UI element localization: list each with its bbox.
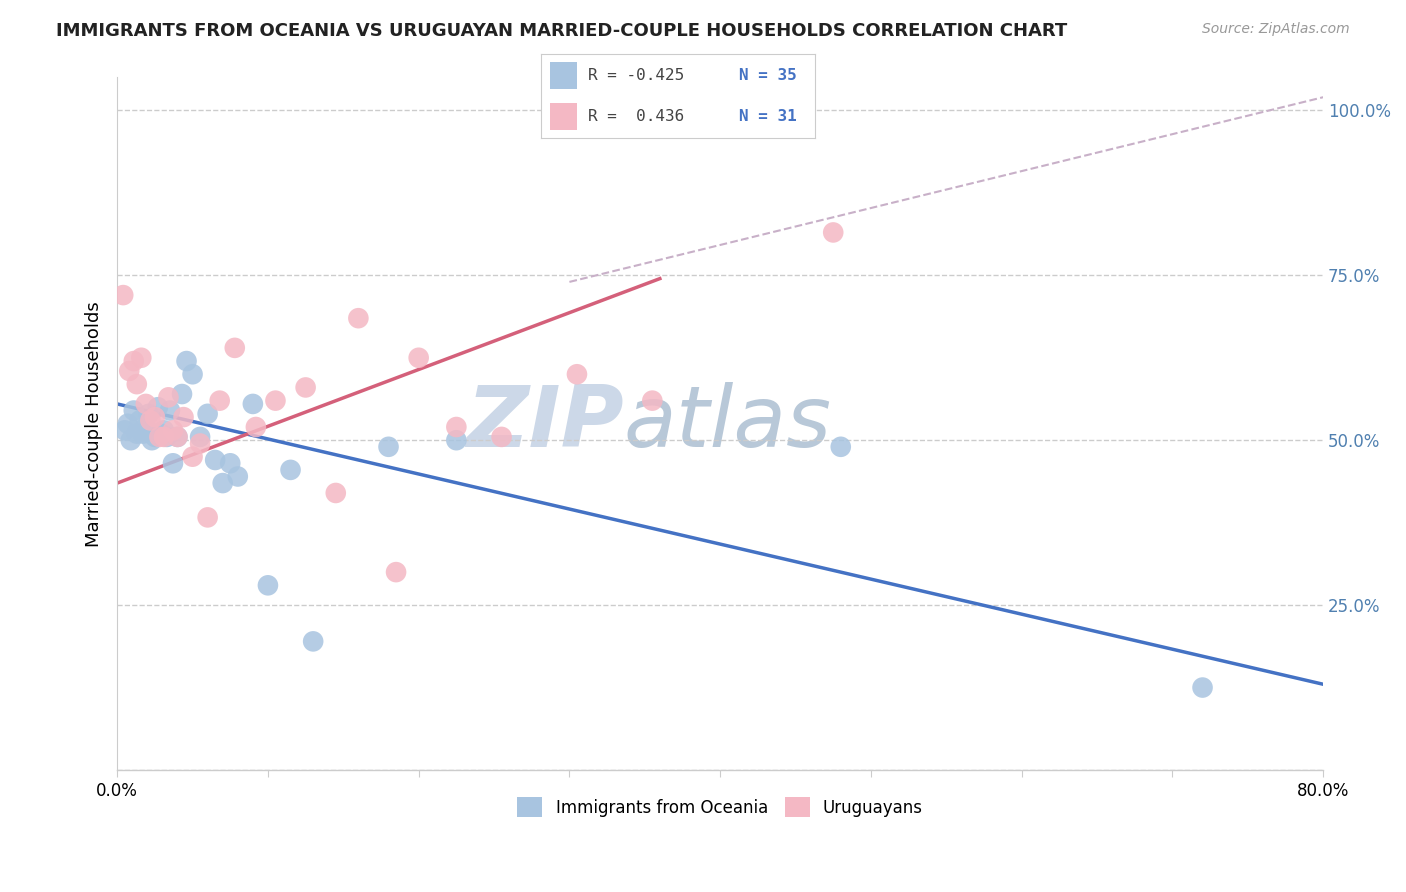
Point xyxy=(157,390,180,404)
Point xyxy=(125,426,148,441)
Point xyxy=(188,436,211,450)
Point xyxy=(112,288,135,302)
Text: Source: ZipAtlas.com: Source: ZipAtlas.com xyxy=(1202,22,1350,37)
Text: N = 31: N = 31 xyxy=(738,109,796,124)
Point xyxy=(491,430,513,444)
Point xyxy=(224,341,246,355)
Point xyxy=(294,380,316,394)
Point xyxy=(204,453,226,467)
Point xyxy=(208,393,231,408)
Point xyxy=(141,434,163,448)
Point xyxy=(446,434,468,448)
Point xyxy=(226,469,249,483)
Point xyxy=(162,423,184,437)
Point xyxy=(219,456,242,470)
Point xyxy=(166,430,188,444)
Point xyxy=(118,364,141,378)
Point xyxy=(325,486,347,500)
Point xyxy=(153,423,176,437)
Point xyxy=(159,403,181,417)
Point xyxy=(197,407,219,421)
Point xyxy=(131,351,153,365)
Point xyxy=(148,430,170,444)
Y-axis label: Married-couple Households: Married-couple Households xyxy=(86,301,103,547)
Point xyxy=(122,403,145,417)
Bar xyxy=(550,62,576,89)
Point xyxy=(408,351,430,365)
Point xyxy=(181,368,204,382)
Point xyxy=(120,434,142,448)
Point xyxy=(242,397,264,411)
Point xyxy=(181,450,204,464)
Point xyxy=(170,387,193,401)
Point xyxy=(153,430,176,444)
Point xyxy=(641,393,664,408)
Point xyxy=(166,430,188,444)
Point xyxy=(302,634,325,648)
Point xyxy=(135,420,157,434)
Point xyxy=(138,407,160,421)
Text: atlas: atlas xyxy=(624,382,832,466)
Point xyxy=(122,354,145,368)
Point xyxy=(245,420,267,434)
Point xyxy=(197,510,219,524)
Point xyxy=(257,578,280,592)
Point xyxy=(156,430,179,444)
Point xyxy=(132,426,155,441)
Point xyxy=(128,413,150,427)
Point xyxy=(149,426,172,441)
Point xyxy=(188,430,211,444)
Point xyxy=(211,476,233,491)
Point xyxy=(176,354,198,368)
Point xyxy=(446,420,468,434)
Point xyxy=(377,440,399,454)
Point xyxy=(1191,681,1213,695)
Point xyxy=(385,565,408,579)
Point xyxy=(264,393,287,408)
Point xyxy=(135,397,157,411)
Text: IMMIGRANTS FROM OCEANIA VS URUGUAYAN MARRIED-COUPLE HOUSEHOLDS CORRELATION CHART: IMMIGRANTS FROM OCEANIA VS URUGUAYAN MAR… xyxy=(56,22,1067,40)
Point xyxy=(162,456,184,470)
Point xyxy=(146,401,169,415)
Point xyxy=(823,226,845,240)
Legend: Immigrants from Oceania, Uruguayans: Immigrants from Oceania, Uruguayans xyxy=(510,790,929,824)
Bar xyxy=(550,103,576,130)
Point xyxy=(139,413,162,427)
Point xyxy=(173,410,195,425)
Text: R = -0.425: R = -0.425 xyxy=(588,68,685,83)
Point xyxy=(125,377,148,392)
Text: R =  0.436: R = 0.436 xyxy=(588,109,685,124)
Point xyxy=(280,463,302,477)
Point xyxy=(117,417,139,431)
Point xyxy=(143,410,166,425)
Text: ZIP: ZIP xyxy=(465,382,624,466)
Point xyxy=(143,430,166,444)
Point xyxy=(565,368,588,382)
Point xyxy=(347,311,370,326)
Text: N = 35: N = 35 xyxy=(738,68,796,83)
Point xyxy=(114,423,136,437)
Point xyxy=(830,440,852,454)
